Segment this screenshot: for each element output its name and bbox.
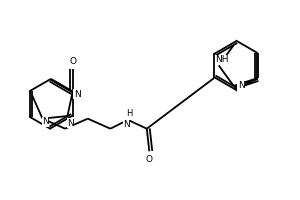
Text: O: O [146,155,153,164]
Text: N: N [67,119,74,128]
Text: N: N [42,117,49,126]
Text: O: O [69,57,76,66]
Text: N: N [238,81,244,90]
Text: H: H [126,109,133,118]
Text: NH: NH [215,55,229,64]
Text: N: N [74,90,80,99]
Text: N: N [123,120,130,129]
